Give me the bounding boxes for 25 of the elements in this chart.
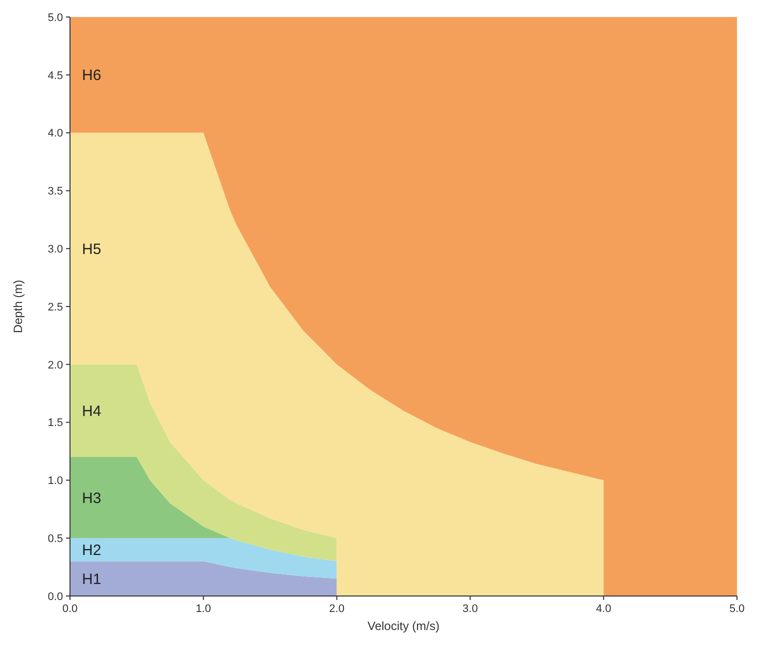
series-label: H6 — [82, 67, 102, 84]
series-label: H3 — [82, 490, 102, 507]
x-tick-label: 3.0 — [462, 603, 478, 615]
series-label: H5 — [82, 240, 102, 258]
x-tick-label: 5.0 — [729, 603, 745, 615]
y-tick-label: 4.0 — [48, 128, 63, 140]
series-label: H1 — [82, 570, 102, 588]
x-tick-label: 0.0 — [62, 603, 78, 615]
y-tick-label: 1.5 — [48, 417, 63, 430]
y-tick-label: 2.5 — [48, 301, 63, 314]
x-axis-title: Velocity (m/s) — [367, 619, 440, 633]
y-tick-label: 4.5 — [48, 70, 63, 82]
x-tick-label: 4.0 — [596, 603, 612, 615]
y-tick-label: 2.0 — [48, 359, 63, 372]
y-tick-label: 3.5 — [48, 186, 63, 198]
series-label: H4 — [82, 402, 102, 420]
y-tick-label: 3.0 — [48, 243, 63, 256]
y-tick-label: 0.0 — [48, 590, 63, 603]
y-axis-title: Depth (m) — [11, 280, 25, 334]
y-tick-label: 1.0 — [48, 475, 63, 488]
series-label: H2 — [82, 542, 102, 559]
x-tick-label: 1.0 — [196, 603, 212, 615]
x-tick-label: 2.0 — [329, 603, 344, 615]
y-tick-label: 0.5 — [48, 532, 63, 545]
y-tick-label: 5.0 — [48, 12, 63, 24]
